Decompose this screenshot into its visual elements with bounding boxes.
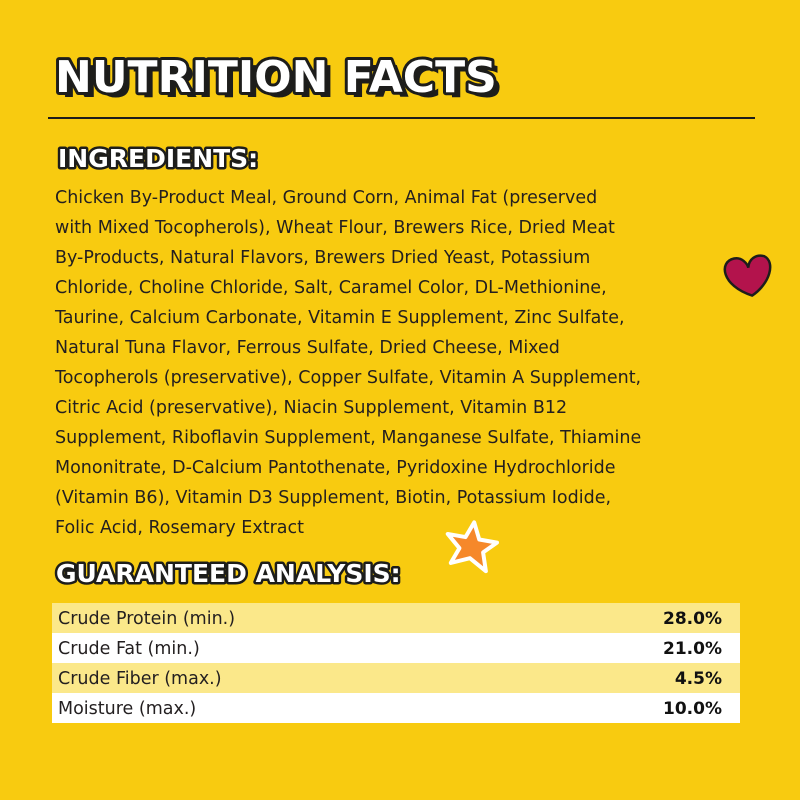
nutrient-name: Crude Fat (min.) [58,639,200,659]
analysis-heading: GUARANTEED ANALYSIS: [56,559,401,588]
ingredient-line: Tocopherols (preservative), Copper Sulfa… [54,368,641,388]
ingredient-line: Chloride, Choline Chloride, Salt, Carame… [55,278,607,298]
ingredient-line: By-Products, Natural Flavors, Brewers Dr… [55,248,590,268]
nutrient-name: Crude Fiber (max.) [58,669,222,689]
nutrient-name: Crude Protein (min.) [58,609,235,629]
heart-icon [723,254,772,297]
ingredient-line: Taurine, Calcium Carbonate, Vitamin E Su… [54,308,625,328]
ingredient-line: with Mixed Tocopherols), Wheat Flour, Br… [55,218,615,238]
ingredient-line: Natural Tuna Flavor, Ferrous Sulfate, Dr… [55,338,560,358]
table-row [52,633,740,663]
title-shadow: NUTRITION FACTS [61,57,503,108]
nutrient-value: 4.5% [675,669,722,689]
ingredient-line: Folic Acid, Rosemary Extract [55,518,304,538]
nutrient-name: Moisture (max.) [58,699,196,719]
ingredients-heading: INGREDIENTS: [58,144,258,173]
star-icon [445,520,499,574]
analysis-table: Crude Protein (min.) 28.0% Crude Fat (min.… [52,603,740,723]
table-row [52,603,740,633]
ingredient-line: Supplement, Riboflavin Supplement, Manga… [55,428,641,448]
nutrient-value: 10.0% [663,699,722,719]
ingredient-line: Citric Acid (preservative), Niacin Suppl… [55,398,567,418]
ingredient-line: Chicken By-Product Meal, Ground Corn, An… [55,188,597,208]
title: NUTRITION FACTS [55,52,497,103]
ingredient-line: Mononitrate, D-Calcium Pantothenate, Pyr… [55,458,616,478]
ingredients-text: Chicken By-Product Meal, Ground Corn, An… [54,188,641,538]
ingredient-line: (Vitamin B6), Vitamin D3 Supplement, Bio… [55,488,611,508]
nutrient-value: 21.0% [663,639,722,659]
nutrient-value: 28.0% [663,609,722,629]
table-row [52,693,740,723]
table-row [52,663,740,693]
